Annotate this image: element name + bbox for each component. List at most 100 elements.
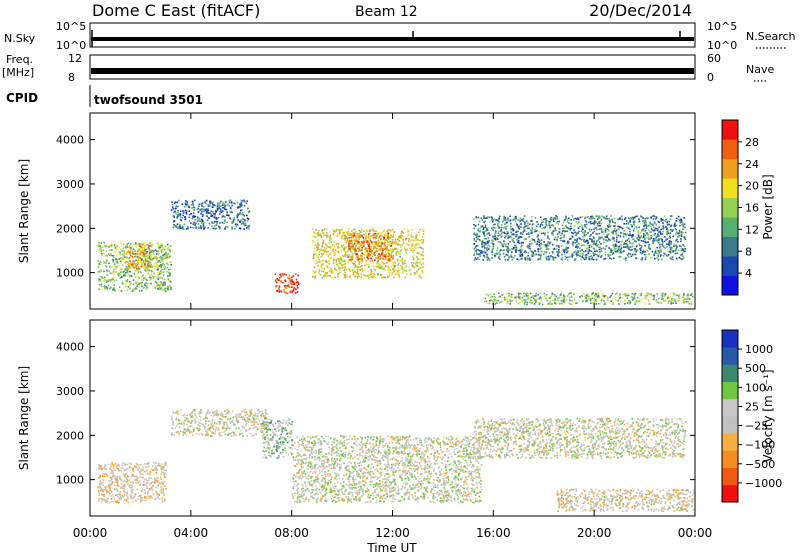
scatter-cell — [141, 262, 144, 265]
scatter-cell — [359, 236, 362, 239]
scatter-cell — [656, 293, 659, 295]
scatter-cell — [527, 224, 529, 227]
scatter-cell — [540, 250, 543, 252]
scatter-cell — [486, 259, 489, 261]
scatter-cell — [593, 230, 596, 233]
scatter-cell — [146, 287, 148, 289]
scatter-cell — [561, 224, 564, 227]
scatter-cell — [491, 217, 494, 219]
scatter-cell — [240, 209, 242, 212]
scatter-cell — [573, 251, 575, 254]
scatter-cell — [508, 249, 510, 251]
scatter-cell — [574, 258, 577, 260]
scatter-cell — [340, 245, 343, 247]
scatter-cell — [349, 249, 351, 251]
scatter-cell — [136, 479, 139, 481]
scatter-cell — [516, 235, 518, 237]
scatter-cell — [341, 266, 344, 269]
scatter-cell — [409, 247, 411, 249]
scatter-cell — [368, 252, 371, 254]
scatter-cell — [578, 230, 580, 233]
scatter-cell — [509, 220, 511, 223]
scatter-cell — [160, 467, 162, 470]
scatter-cell — [285, 292, 287, 294]
scatter-cell — [138, 252, 141, 255]
scatter-cell — [604, 257, 607, 260]
scatter-cell — [197, 223, 200, 225]
scatter-cell — [578, 243, 580, 246]
scatter-cell — [368, 232, 371, 235]
scatter-cell — [202, 228, 205, 230]
scatter-cell — [206, 219, 209, 221]
scatter-cell — [353, 251, 356, 254]
scatter-cell — [402, 242, 405, 244]
scatter-cell — [481, 219, 483, 221]
scatter-cell — [553, 220, 555, 222]
scatter-cell — [585, 300, 587, 303]
scatter-cell — [528, 298, 531, 300]
scatter-cell — [483, 217, 485, 219]
scatter-cell — [139, 476, 142, 478]
scatter-cell — [147, 495, 150, 498]
scatter-cell — [645, 224, 648, 227]
scatter-cell — [638, 243, 640, 245]
scatter-cell — [629, 230, 631, 233]
scatter-cell — [473, 239, 476, 241]
scatter-cell — [180, 227, 183, 229]
scatter-cell — [531, 228, 534, 230]
scatter-cell — [153, 498, 156, 501]
scatter-cell — [624, 246, 626, 248]
scatter-cell — [358, 229, 360, 232]
scatter-cell — [125, 266, 128, 268]
scatter-cell — [289, 277, 291, 280]
scatter-cell — [236, 201, 239, 204]
scatter-cell — [332, 248, 335, 251]
scatter-cell — [157, 253, 160, 255]
scatter-cell — [496, 238, 499, 240]
scatter-cell — [390, 235, 392, 238]
scatter-cell — [126, 246, 129, 248]
scatter-cell — [126, 475, 129, 477]
scatter-cell — [340, 258, 343, 260]
scatter-cell — [666, 230, 669, 233]
scatter-cell — [140, 470, 143, 472]
scatter-cell — [521, 241, 523, 244]
scatter-cell — [486, 227, 488, 230]
scatter-cell — [598, 236, 600, 239]
scatter-cell — [292, 275, 295, 277]
scatter-cell — [98, 497, 100, 500]
scatter-cell — [338, 258, 340, 260]
scatter-cell — [644, 237, 646, 239]
scatter-cell — [280, 280, 282, 283]
scatter-cell — [524, 301, 527, 303]
scatter-cell — [207, 211, 210, 214]
scatter-cell — [590, 216, 592, 218]
scatter-cell — [612, 252, 614, 254]
scatter-cell — [278, 285, 281, 288]
scatter-cell — [281, 272, 284, 275]
scatter-cell — [151, 270, 153, 273]
scatter-cell — [103, 245, 106, 247]
scatter-cell — [388, 257, 390, 260]
scatter-cell — [608, 219, 611, 221]
scatter-cell — [161, 243, 164, 246]
scatter-cell — [183, 211, 185, 214]
scatter-cell — [137, 482, 139, 484]
scatter-cell — [487, 302, 489, 304]
scatter-cell — [526, 233, 528, 235]
scatter-cell — [393, 261, 396, 264]
scatter-cell — [419, 229, 421, 231]
scatter-cell — [125, 260, 127, 263]
scatter-cell — [667, 243, 670, 246]
scatter-cell — [605, 218, 607, 220]
scatter-cell — [372, 276, 374, 279]
scatter-cell — [130, 497, 132, 499]
scatter-cell — [117, 495, 119, 498]
scatter-cell — [131, 255, 134, 258]
scatter-cell — [179, 213, 181, 215]
scatter-cell — [204, 201, 206, 203]
scatter-cell — [636, 297, 639, 299]
scatter-cell — [541, 224, 544, 226]
scatter-cell — [675, 228, 677, 231]
scatter-cell — [572, 219, 575, 221]
